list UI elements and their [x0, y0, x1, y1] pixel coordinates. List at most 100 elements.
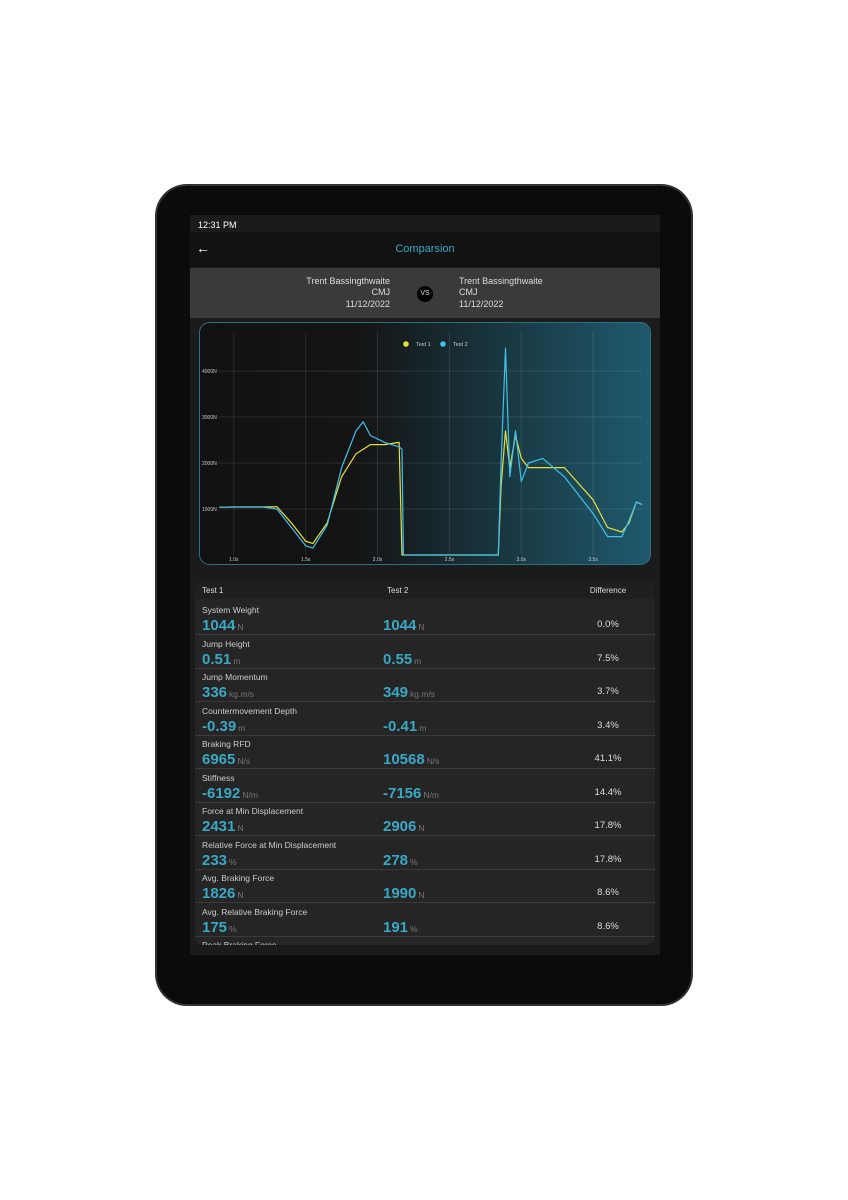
- row-label: Stiffness: [202, 772, 235, 783]
- legend-marker: [403, 341, 409, 347]
- row-label: Braking RFD: [202, 739, 251, 749]
- x-tick-label: 2.0s: [373, 557, 383, 563]
- metric-value: 10568: [383, 751, 425, 768]
- metric-value: -6192: [202, 784, 241, 802]
- metric-value: 0.55: [383, 650, 413, 668]
- row-divider: [195, 734, 655, 736]
- value-cell: -7156 N/m: [383, 785, 439, 803]
- value-cell: 0.51 m: [202, 651, 240, 669]
- difference: 0.0%: [597, 619, 619, 630]
- metric-value: 1990: [383, 885, 417, 902]
- difference: 14.4%: [594, 786, 622, 798]
- difference: 3.4%: [597, 719, 619, 731]
- value-cell: 349 kg.m/s: [383, 684, 435, 702]
- chart-card: [199, 322, 651, 565]
- value-cell: 278%: [383, 852, 418, 870]
- value-cell: -6192 N/m: [202, 785, 258, 803]
- row-divider: [195, 935, 655, 937]
- row-divider: [195, 835, 655, 836]
- x-tick-label: 1.0s: [229, 557, 239, 563]
- metric-value: 1044: [383, 617, 417, 634]
- metric-unit: N: [418, 823, 425, 833]
- row-divider: [195, 768, 655, 769]
- row-label: Force at Min Displacement: [202, 806, 304, 816]
- x-tick-label: 3.0s: [517, 557, 527, 563]
- value-cell: 1044 N: [383, 617, 425, 635]
- y-tick-label: 2000N: [202, 461, 217, 467]
- row-label: Relative Force at Min Displacement: [202, 839, 337, 850]
- value-cell: 2431 N: [202, 818, 244, 836]
- metric-value: 1826: [202, 885, 236, 902]
- difference: 7.5%: [597, 652, 619, 664]
- row-divider: [195, 634, 655, 635]
- right-date: 11/12/2022: [459, 299, 504, 309]
- metric-unit: m: [238, 722, 246, 733]
- column-header: Test 1: [202, 586, 224, 595]
- metric-unit: N: [418, 890, 425, 900]
- header-title: Comparsion: [395, 243, 455, 255]
- metric-unit: N/m: [242, 789, 258, 800]
- value-cell: 336 kg.m/s: [202, 684, 254, 702]
- table-card: Test 1 Test 2 Difference System Weight 1044 N…: [195, 581, 655, 945]
- back-button[interactable]: ←: [196, 240, 210, 256]
- metric-value: 191: [383, 918, 409, 936]
- row-label: Avg. Braking Force: [202, 873, 275, 883]
- right-test: CMJ: [459, 287, 478, 297]
- value-cell: -0.39 m: [202, 718, 245, 736]
- row-label: Jump Height: [202, 638, 250, 649]
- y-tick-label: 4000N: [202, 369, 217, 375]
- vs-badge: VS: [417, 286, 433, 302]
- value-cell: 6965 N/s: [202, 751, 250, 769]
- y-tick-label: 3000N: [202, 415, 217, 421]
- metric-unit: N: [418, 622, 425, 632]
- metric-value: 349: [383, 684, 409, 701]
- left-test: CMJ: [371, 287, 391, 297]
- difference: 17.8%: [594, 820, 622, 831]
- metric-value: 233: [202, 851, 228, 869]
- row-divider: [195, 902, 655, 903]
- value-cell: 1044 N: [202, 617, 244, 635]
- metric-unit: N: [237, 890, 244, 900]
- row-label: Peak Braking Force: [202, 940, 277, 945]
- metric-unit: N/s: [426, 756, 440, 766]
- header-bar: [190, 232, 660, 267]
- table-header-bar: [195, 581, 655, 599]
- value-cell: 175%: [202, 919, 237, 937]
- x-tick-label: 3.5s: [588, 557, 598, 563]
- metric-unit: m: [414, 655, 422, 666]
- legend-label: Test 1: [416, 342, 431, 348]
- column-header: Difference: [589, 586, 627, 595]
- value-cell: 10568 N/s: [383, 751, 439, 769]
- metric-value: 175: [202, 918, 228, 936]
- metric-unit: N: [237, 823, 244, 833]
- value-cell: 233%: [202, 852, 237, 870]
- row-divider: [195, 801, 655, 803]
- value-cell: 0.55 m: [383, 651, 421, 669]
- row-divider: [195, 701, 655, 702]
- legend-label: Test 2: [453, 342, 468, 348]
- row-label: Countermovement Depth: [202, 705, 297, 716]
- chart: 1.0s 1.5s 2.0s 2.5s 3.0s 3.5s 1000N 2000N 3000N 4…: [199, 322, 651, 565]
- difference: 17.8%: [594, 853, 622, 865]
- right-name: Trent Bassingthwaite: [459, 276, 543, 286]
- metric-unit: N: [237, 622, 244, 632]
- row-label: Avg. Relative Braking Force: [202, 906, 308, 917]
- row-divider: [195, 868, 655, 870]
- metric-unit: N/m: [423, 789, 439, 800]
- line-series: [219, 347, 643, 556]
- value-cell: 191%: [383, 919, 418, 937]
- metric-unit: kg.m/s: [229, 689, 255, 699]
- x-tick-label: 1.5s: [301, 557, 311, 563]
- y-tick-label: 1000N: [202, 507, 217, 513]
- metric-unit: N/s: [237, 756, 251, 766]
- status-time: 12:31 PM: [198, 220, 237, 230]
- metric-value: 278: [383, 851, 409, 869]
- metric-value: 336: [202, 684, 228, 701]
- metric-value: 2431: [202, 818, 236, 835]
- left-date: 11/12/2022: [345, 299, 390, 309]
- metric-value: 1044: [202, 617, 236, 634]
- metric-unit: %: [229, 856, 237, 867]
- value-cell: 2906 N: [383, 818, 425, 836]
- value-cell: 1990 N: [383, 885, 425, 903]
- metric-unit: m: [419, 722, 427, 733]
